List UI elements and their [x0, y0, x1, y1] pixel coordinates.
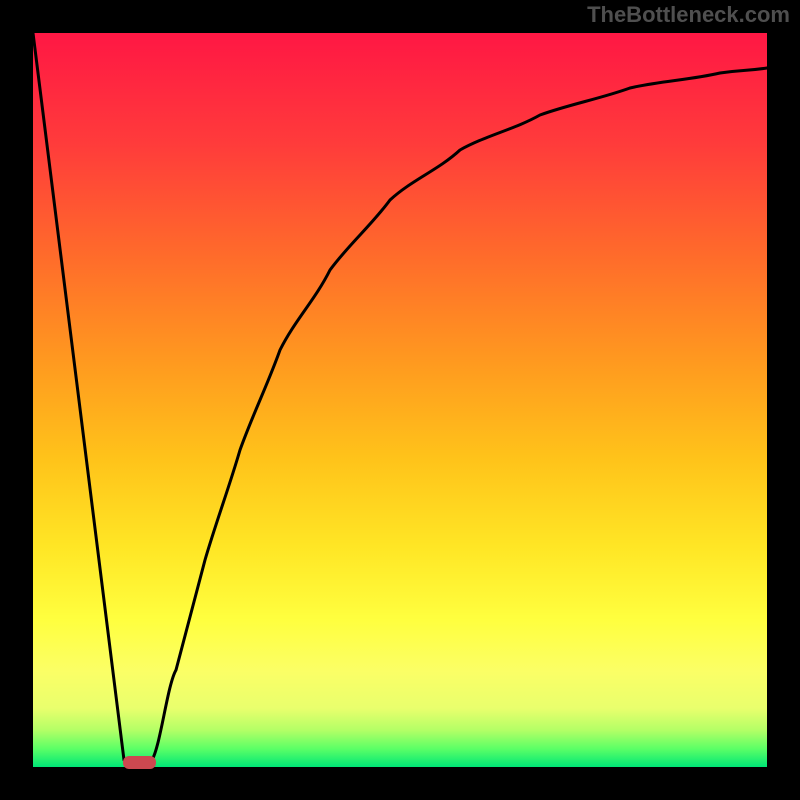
bottleneck-chart: TheBottleneck.com [0, 0, 800, 800]
chart-svg [0, 0, 800, 800]
watermark-text: TheBottleneck.com [587, 2, 790, 28]
optimal-marker [123, 756, 156, 769]
plot-area [33, 33, 767, 767]
